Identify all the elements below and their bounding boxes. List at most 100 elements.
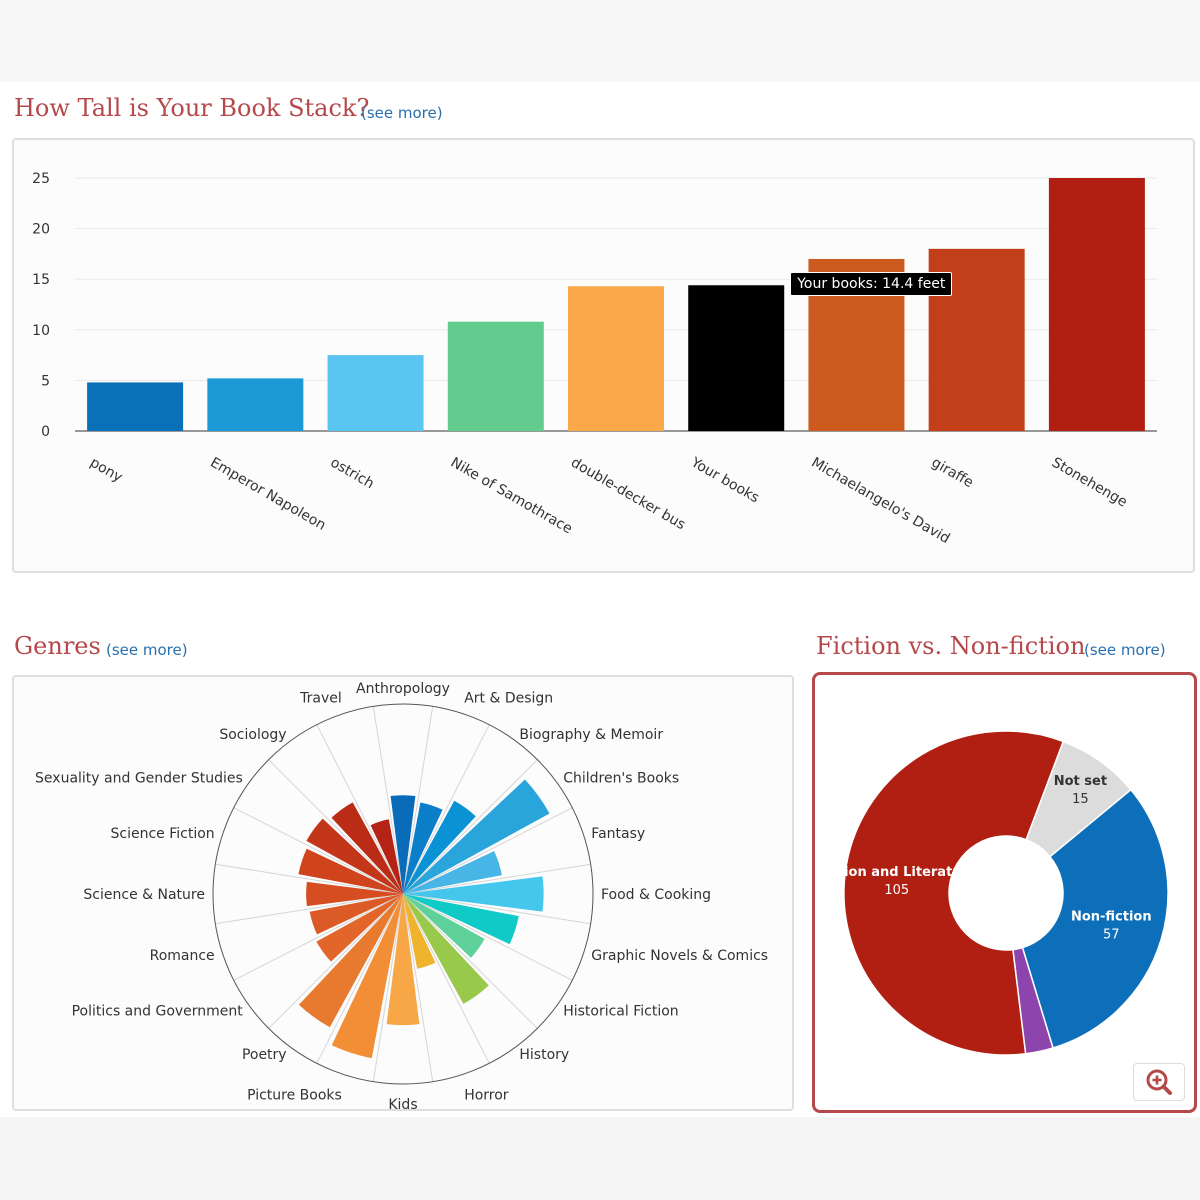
polar-spoke <box>316 724 404 895</box>
genres-title: Genres <box>14 632 101 660</box>
wedge-romance <box>309 894 403 935</box>
genre-label-art-design: Art & Design <box>464 691 553 707</box>
wedge-horror <box>403 894 436 969</box>
tooltip-text: Your books: 14.4 feet <box>797 276 946 293</box>
genre-label-poetry: Poetry <box>242 1047 287 1063</box>
donut-label-non-fiction: Non-fiction <box>1071 910 1152 925</box>
wedge-historical-fiction <box>403 894 485 958</box>
x-tick-label-stonehenge: Stonehenge <box>1049 455 1130 511</box>
donut-value-fiction-and-literature: 105 <box>884 883 909 898</box>
x-tick-label-double-decker-bus: double-decker bus <box>568 455 688 534</box>
book-stack-see-more-link[interactable]: (see more) <box>361 104 443 122</box>
bar-pony <box>87 382 184 431</box>
genres-chart-panel: Anthropology Art & Design Biography & Memo… <box>12 675 794 1111</box>
donut-label-not-set: Not set <box>1054 774 1107 789</box>
genre-label-sexuality-and-gender-studies: Sexuality and Gender Studies <box>35 771 243 787</box>
genre-label-fantasy: Fantasy <box>591 826 645 842</box>
x-tick-label-pony: pony <box>87 455 125 486</box>
genre-label-picture-books: Picture Books <box>247 1087 342 1103</box>
wedge-fantasy <box>403 851 502 894</box>
your-books-tooltip: Your books: 14.4 feet <box>790 272 953 297</box>
polar-spoke <box>372 706 404 895</box>
fiction-see-more-link[interactable]: (see more) <box>1084 641 1166 659</box>
y-tick-label: 0 <box>41 424 50 440</box>
x-tick-label-ostrich: ostrich <box>328 455 377 493</box>
wedge-history <box>403 894 489 1004</box>
x-tick-label-emperor-napoleon: Emperor Napoleon <box>207 455 328 534</box>
wedge-poetry <box>298 894 403 1028</box>
genre-label-food-cooking: Food & Cooking <box>601 887 711 903</box>
top-band <box>0 0 1200 82</box>
donut-slice-non-fiction <box>1021 788 1169 1049</box>
wedge-science-nature <box>306 881 403 907</box>
bar-double-decker-bus <box>568 286 664 431</box>
y-tick-label: 25 <box>32 171 50 187</box>
wedge-food-cooking <box>403 876 544 912</box>
wedge-politics-and-government <box>316 894 403 962</box>
wedge-biography-memoir <box>403 800 476 894</box>
bar-stonehenge <box>1048 178 1145 431</box>
fiction-chart-panel[interactable]: Non-fiction 57 Fiction and Literature 105 No… <box>812 672 1197 1113</box>
polar-spoke <box>402 706 434 895</box>
x-tick-label-nike-of-samothrace: Nike of Samothrace <box>448 455 575 538</box>
polar-spoke <box>215 893 404 925</box>
book-stack-chart-panel: 0 5 10 15 20 25 pony Emperor Napoleon ostrich Nik… <box>12 138 1195 573</box>
donut-slice-fiction-and-literature <box>843 730 1065 1056</box>
x-tick-label-your-books: Your books <box>687 454 761 506</box>
wedge-graphic-novels-comics <box>403 894 519 945</box>
polar-spoke <box>402 863 591 895</box>
zoom-in-button[interactable] <box>1133 1063 1185 1101</box>
polar-spoke <box>402 893 538 1029</box>
polar-spoke <box>372 893 404 1082</box>
wedge-science-fiction <box>298 848 403 894</box>
fiction-donut-chart: Non-fiction 57 Fiction and Literature 105 No… <box>817 730 1169 1056</box>
y-tick-label: 15 <box>32 272 50 288</box>
wedge-anthropology <box>390 795 416 894</box>
y-tick-label: 5 <box>41 373 50 389</box>
x-tick-label-giraffe: giraffe <box>929 455 976 492</box>
wedge-picture-books <box>331 894 403 1059</box>
genre-label-anthropology: Anthropology <box>356 681 450 697</box>
genre-label-graphic-novels-comics: Graphic Novels & Comics <box>591 948 768 964</box>
donut-slice-not-set <box>1025 740 1132 858</box>
polar-spoke <box>402 893 434 1082</box>
wedge-children-s-books <box>403 779 550 894</box>
zoom-in-icon <box>1146 1069 1172 1095</box>
genre-label-history: History <box>519 1047 569 1063</box>
bar-emperor-napoleon <box>207 378 304 431</box>
polar-spoke <box>402 759 538 895</box>
wedge-sociology <box>331 802 403 894</box>
polar-spoke <box>316 893 404 1064</box>
genre-label-romance: Romance <box>150 948 215 964</box>
y-tick-label: 10 <box>32 323 50 339</box>
bar-your-books <box>688 285 785 431</box>
genre-label-science-nature: Science & Nature <box>83 887 205 903</box>
y-tick-label: 20 <box>32 222 50 238</box>
genre-label-historical-fiction: Historical Fiction <box>563 1003 678 1019</box>
genre-label-kids: Kids <box>388 1097 417 1109</box>
genres-polar-chart: Anthropology Art & Design Biography & Memo… <box>35 681 768 1109</box>
genres-see-more-link[interactable]: (see more) <box>106 641 188 659</box>
polar-spoke <box>268 893 404 1029</box>
wedge-sexuality-and-gender-studies <box>306 818 403 894</box>
donut-value-not-set: 15 <box>1072 792 1089 807</box>
book-stack-title: How Tall is Your Book Stack? <box>14 94 370 122</box>
bar-ostrich <box>327 355 424 431</box>
polar-spoke <box>402 724 490 895</box>
wedge-art-design <box>403 802 443 894</box>
genre-label-politics-and-government: Politics and Government <box>72 1003 244 1019</box>
polar-spoke <box>233 893 404 981</box>
polar-spoke <box>402 893 490 1064</box>
wedge-kids <box>386 894 420 1026</box>
genre-label-sociology: Sociology <box>219 727 286 743</box>
genre-label-horror: Horror <box>464 1087 509 1103</box>
polar-spoke <box>215 863 404 895</box>
polar-spoke <box>402 807 573 895</box>
genre-label-children-s-books: Children's Books <box>563 771 679 787</box>
donut-label-fiction-and-literature: Fiction and Literature <box>817 865 977 880</box>
polar-spoke <box>268 759 404 895</box>
donut-value-non-fiction: 57 <box>1103 928 1120 943</box>
wedge-travel <box>370 819 403 894</box>
genre-label-science-fiction: Science Fiction <box>111 826 215 842</box>
polar-spoke <box>402 893 591 925</box>
